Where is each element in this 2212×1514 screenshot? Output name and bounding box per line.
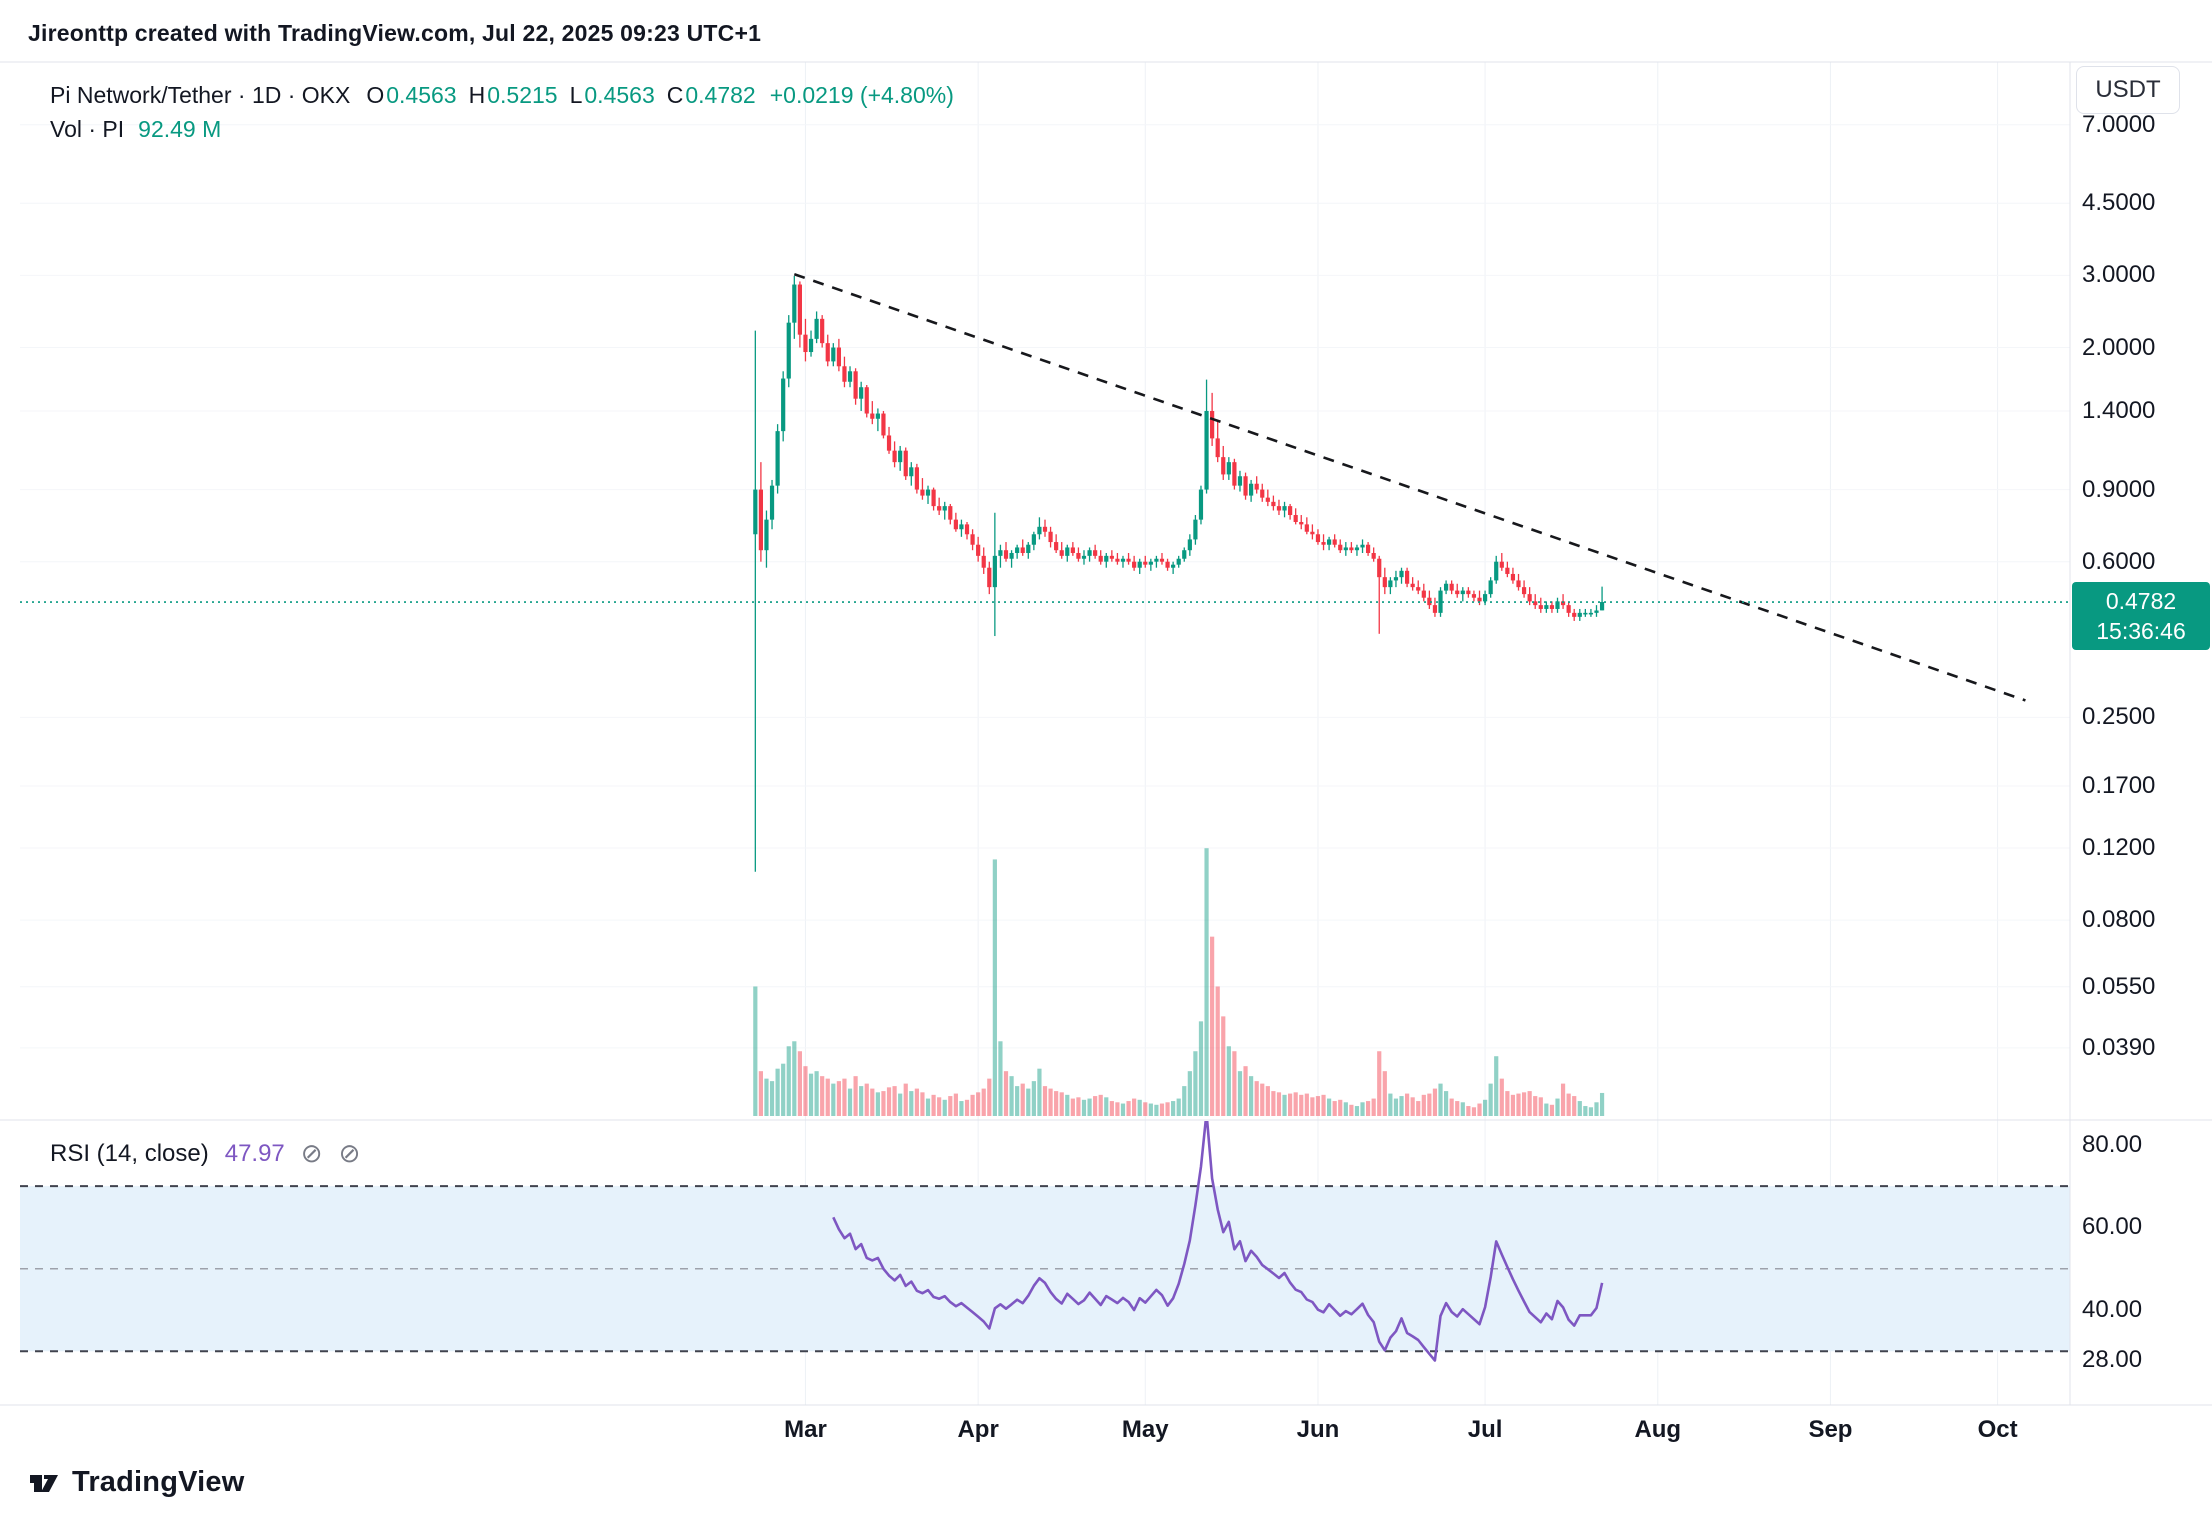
low-label: L	[569, 82, 583, 108]
candle-countdown: 15:36:46	[2096, 618, 2186, 645]
open-label: O	[366, 82, 385, 108]
close-label: C	[666, 82, 684, 108]
empty-set-icon: ⊘	[338, 1138, 361, 1168]
volume-legend-title[interactable]: Vol · PI	[50, 116, 125, 142]
descending-trendline[interactable]	[793, 273, 2026, 702]
empty-set-icon: ⊘	[300, 1138, 323, 1168]
currency-toggle-usdt[interactable]: USDT	[2076, 66, 2180, 114]
close-value: 0.4782	[685, 82, 756, 108]
low-value: 0.4563	[584, 82, 655, 108]
rsi-value: 47.97	[224, 1139, 285, 1167]
rsi-indicator-title[interactable]: RSI (14, close)	[50, 1139, 209, 1167]
tradingview-logo-icon	[30, 1475, 58, 1492]
rsi-legend: RSI (14, close) 47.97 ⊘ ⊘	[50, 1138, 360, 1169]
tradingview-logo-text: TradingView	[72, 1465, 245, 1498]
volume-value: 92.49 M	[138, 116, 222, 142]
volume-bars	[753, 848, 1605, 1116]
ohlc-open: O0.4563	[366, 80, 456, 110]
ohlc-high: H0.5215	[469, 80, 558, 110]
symbol-legend: Pi Network/Tether · 1D · OKX O0.4563 H0.…	[50, 80, 954, 144]
high-value: 0.5215	[487, 82, 558, 108]
ohlc-close: C0.4782	[667, 80, 756, 110]
price-change: +0.0219 (+4.80%)	[769, 82, 954, 108]
tradingview-logo[interactable]: TradingView	[26, 1464, 245, 1500]
rsi-line	[832, 1121, 1604, 1362]
open-value: 0.4563	[386, 82, 457, 108]
gridlines	[20, 62, 2070, 1405]
symbol-legend-row: Pi Network/Tether · 1D · OKX O0.4563 H0.…	[50, 80, 954, 110]
last-price-value: 0.4782	[2105, 588, 2177, 615]
symbol-title[interactable]: Pi Network/Tether · 1D · OKX	[50, 82, 351, 108]
last-price-badge: 0.4782 15:36:46	[2072, 582, 2210, 651]
high-label: H	[468, 82, 486, 108]
volume-legend-row: Vol · PI 92.49 M	[50, 114, 954, 144]
candles	[753, 276, 1605, 872]
ohlc-low: L0.4563	[570, 80, 655, 110]
attribution: Jireonttp created with TradingView.com, …	[28, 20, 762, 46]
